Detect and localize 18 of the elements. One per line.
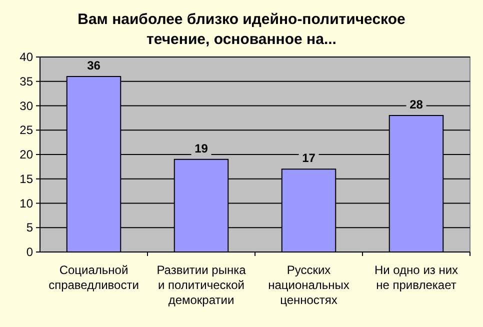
y-tick-label: 5 (26, 220, 34, 235)
x-tick-label: Русских национальных ценностях (268, 263, 350, 307)
data-label: 28 (410, 98, 424, 112)
y-tick-label: 25 (20, 123, 34, 138)
chart-title: Вам наиболее близко идейно-политическое течение, основанное на... (78, 11, 406, 48)
x-tick-label: Развитии рынка и политической демократии (156, 263, 246, 307)
data-label: 17 (302, 151, 316, 166)
x-tick-label: Ни одно из них не привлекает (374, 263, 458, 292)
y-tick-label: 10 (20, 196, 34, 210)
data-label: 36 (87, 58, 101, 72)
data-label: 19 (194, 141, 208, 156)
y-tick-label: 35 (20, 74, 34, 88)
y-tick-label: 30 (20, 98, 34, 113)
y-tick-label: 0 (26, 245, 34, 259)
y-tick-label: 15 (20, 172, 34, 186)
y-tick-label: 40 (20, 50, 34, 64)
x-tick-label: Социальной справедливости (48, 263, 139, 292)
y-tick-label: 20 (20, 148, 34, 162)
